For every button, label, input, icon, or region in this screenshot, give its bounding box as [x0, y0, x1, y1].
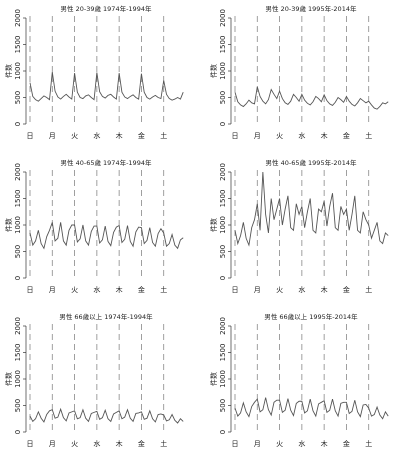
series-line [29, 407, 184, 424]
x-tick-label: 木 [321, 439, 328, 448]
x-tick-label: 日 [232, 440, 239, 448]
y-tick-label: 0 [14, 276, 22, 280]
y-tick-label: 0 [219, 276, 227, 280]
x-tick-label: 土 [365, 131, 372, 140]
x-tick-label: 木 [116, 131, 123, 140]
x-tick-label: 土 [160, 131, 167, 140]
x-tick-label: 土 [365, 285, 372, 294]
x-tick-label: 木 [321, 131, 328, 140]
y-tick-label: 2000 [14, 163, 22, 181]
y-tick-label: 500 [219, 399, 227, 412]
y-tick-label: 500 [14, 399, 22, 412]
x-tick-label: 日 [27, 286, 34, 294]
x-tick-label: 土 [160, 285, 167, 294]
x-tick-label: 金 [138, 439, 145, 448]
y-tick-label: 1500 [219, 344, 227, 362]
x-tick-label: 金 [343, 285, 350, 294]
y-axis-label: 件数 [209, 218, 218, 232]
x-tick-label: 水 [93, 285, 100, 294]
x-tick-label: 木 [116, 439, 123, 448]
x-tick-label: 金 [343, 439, 350, 448]
x-tick-label: 月 [254, 286, 261, 294]
y-tick-label: 500 [219, 245, 227, 258]
x-tick-label: 土 [160, 439, 167, 448]
x-tick-label: 月 [49, 286, 56, 294]
y-axis-label: 件数 [209, 372, 218, 386]
y-tick-label: 2000 [219, 317, 227, 335]
x-tick-label: 水 [298, 439, 305, 448]
chart-title: 男性 20-39歳 1995年-2014年 [266, 4, 357, 13]
y-tick-label: 500 [14, 91, 22, 104]
chart-title: 男性 20-39歳 1974年-1994年 [61, 4, 152, 13]
series-line [29, 222, 184, 250]
y-tick-label: 2000 [219, 163, 227, 181]
y-axis-label: 件数 [4, 218, 13, 232]
x-tick-label: 火 [71, 440, 78, 448]
x-tick-label: 日 [27, 132, 34, 140]
x-tick-label: 水 [93, 439, 100, 448]
y-tick-label: 0 [14, 430, 22, 434]
x-tick-label: 土 [365, 439, 372, 448]
x-tick-label: 水 [93, 131, 100, 140]
series-line [234, 397, 389, 420]
x-tick-label: 日 [27, 440, 34, 448]
x-tick-label: 月 [49, 440, 56, 448]
y-tick-label: 1000 [219, 370, 227, 388]
x-tick-label: 火 [276, 132, 283, 140]
y-tick-label: 1000 [14, 370, 22, 388]
x-tick-label: 月 [254, 440, 261, 448]
x-tick-label: 水 [298, 131, 305, 140]
y-tick-label: 1500 [14, 344, 22, 362]
chart-title: 男性 66歳以上 1974年-1994年 [59, 312, 153, 321]
x-tick-label: 金 [138, 285, 145, 294]
y-tick-label: 0 [219, 430, 227, 434]
y-tick-label: 1500 [14, 190, 22, 208]
y-tick-label: 1000 [219, 62, 227, 80]
x-tick-label: 月 [49, 132, 56, 140]
y-tick-label: 1500 [14, 36, 22, 54]
series-line [234, 171, 389, 247]
chart-title: 男性 40-65歳 1995年-2014年 [266, 158, 357, 167]
y-tick-label: 500 [14, 245, 22, 258]
y-tick-label: 500 [219, 91, 227, 104]
y-tick-label: 1000 [219, 216, 227, 234]
x-tick-label: 木 [116, 285, 123, 294]
x-tick-label: 火 [71, 286, 78, 294]
x-tick-label: 火 [276, 286, 283, 294]
x-tick-label: 水 [298, 285, 305, 294]
x-tick-label: 日 [232, 286, 239, 294]
series-line [234, 86, 389, 110]
x-tick-label: 月 [254, 132, 261, 140]
chart-title: 男性 66歳以上 1995年-2014年 [264, 312, 358, 321]
y-tick-label: 2000 [14, 9, 22, 27]
y-tick-label: 1000 [14, 216, 22, 234]
y-tick-label: 1500 [219, 190, 227, 208]
y-tick-label: 1000 [14, 62, 22, 80]
y-tick-label: 1500 [219, 36, 227, 54]
y-tick-label: 0 [14, 122, 22, 126]
x-tick-label: 火 [71, 132, 78, 140]
x-tick-label: 日 [232, 132, 239, 140]
chart-title: 男性 40-65歳 1974年-1994年 [61, 158, 152, 167]
y-axis-label: 件数 [4, 372, 13, 386]
series-line [29, 71, 184, 102]
y-tick-label: 2000 [219, 9, 227, 27]
y-axis-label: 件数 [209, 64, 218, 78]
y-tick-label: 2000 [14, 317, 22, 335]
y-tick-label: 0 [219, 122, 227, 126]
x-tick-label: 金 [138, 131, 145, 140]
x-tick-label: 火 [276, 440, 283, 448]
y-axis-label: 件数 [4, 64, 13, 78]
x-tick-label: 金 [343, 131, 350, 140]
x-tick-label: 木 [321, 285, 328, 294]
